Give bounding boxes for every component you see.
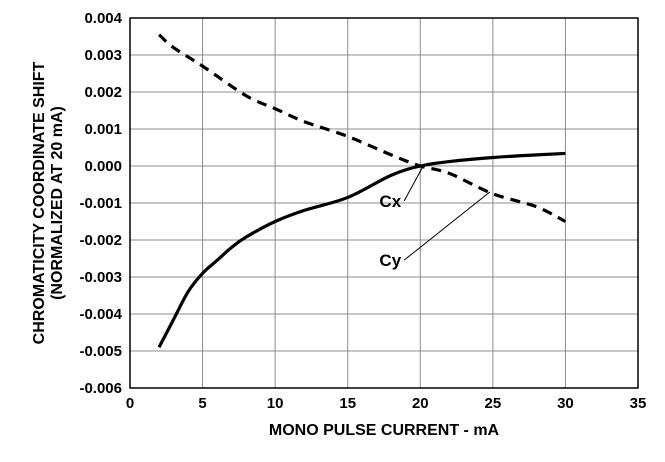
y-tick-label: -0.005	[79, 343, 122, 360]
annotation-leader-cy	[403, 191, 491, 261]
y-axis-title-line1: CHROMATICITY COORDINATE SHIFT	[31, 61, 48, 344]
plot-frame	[129, 17, 639, 389]
x-tick-label: 20	[412, 395, 429, 412]
x-tick-label: 10	[267, 395, 284, 412]
x-axis-title: MONO PULSE CURRENT - mA	[269, 422, 500, 439]
series-line-cx	[157, 151, 566, 349]
y-axis-title: CHROMATICITY COORDINATE SHIFT (NORMALIZE…	[31, 61, 66, 344]
series-layer	[157, 33, 567, 349]
y-tick-label: 0.001	[84, 121, 122, 138]
y-tick-label: -0.003	[79, 269, 122, 286]
y-tick-label: -0.006	[79, 380, 122, 397]
y-tick-label: 0.000	[84, 158, 122, 175]
annotation-leader-cx	[403, 165, 424, 202]
y-tick-label: 0.002	[84, 84, 122, 101]
x-tick-label: 25	[485, 395, 502, 412]
x-tick-label: 5	[198, 395, 206, 412]
annotation-label-cx: Cx	[379, 192, 401, 211]
x-tick-label: 30	[557, 395, 574, 412]
y-tick-label: -0.004	[79, 306, 122, 323]
y-tick-label: 0.003	[84, 47, 122, 64]
tick-label-layer: 0.004 0.003 0.002 0.001 0.000 -0.001 -0.002 -0.…	[79, 10, 646, 412]
x-tick-label: 35	[630, 395, 647, 412]
x-tick-label: 15	[339, 395, 356, 412]
y-axis-title-line2: (NORMALIZED AT 20 mA)	[49, 106, 66, 300]
x-tick-label: 0	[126, 395, 134, 412]
y-tick-label: -0.001	[79, 195, 122, 212]
series-line-cy	[157, 33, 567, 223]
y-tick-label: 0.004	[84, 10, 122, 27]
annotation-label-cy: Cy	[379, 251, 401, 270]
y-tick-label: -0.002	[79, 232, 122, 249]
annotation-layer: Cx Cy	[379, 165, 491, 270]
